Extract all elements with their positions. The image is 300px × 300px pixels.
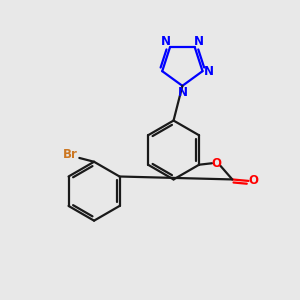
Text: N: N (160, 35, 170, 48)
Text: N: N (177, 86, 188, 99)
Text: N: N (204, 65, 214, 78)
Text: Br: Br (63, 148, 78, 160)
Text: N: N (194, 35, 204, 48)
Text: O: O (211, 157, 221, 170)
Text: O: O (249, 174, 259, 188)
